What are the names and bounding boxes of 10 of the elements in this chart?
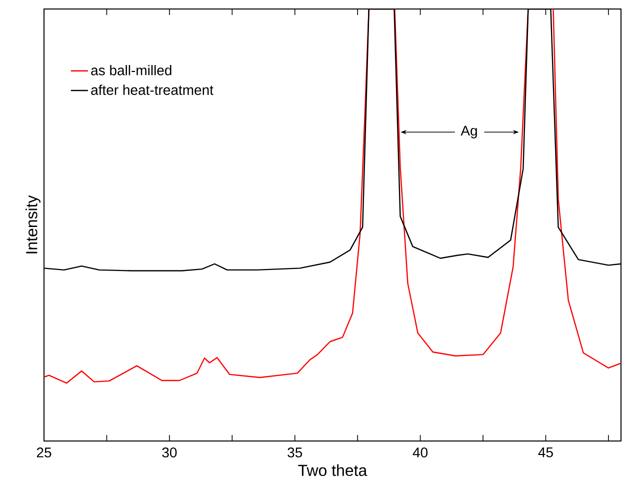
legend-label: as ball-milled [91, 65, 172, 76]
y-axis-title: Intensity [26, 195, 40, 254]
x-tick-label: 35 [288, 448, 302, 458]
x-axis-title: Two theta [298, 464, 368, 476]
x-tick-label: 25 [36, 448, 52, 458]
x-tick-label: 40 [412, 448, 428, 458]
x-tick-label: 30 [162, 448, 177, 458]
x-tick-label: 45 [538, 448, 553, 458]
legend-label: after heat-treatment [91, 84, 214, 95]
annotation: Ag [460, 126, 477, 138]
